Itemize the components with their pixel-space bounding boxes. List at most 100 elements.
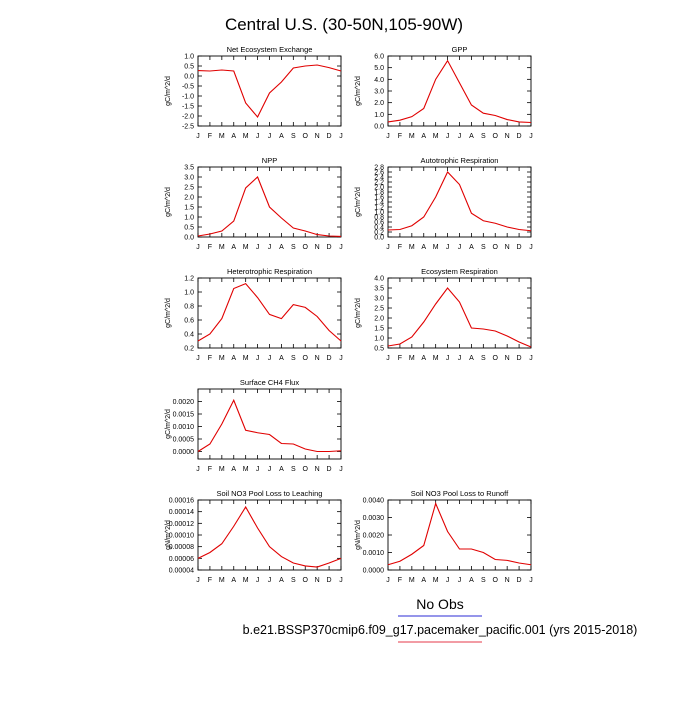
chart-2-ytick-label: 1.0	[374, 112, 384, 119]
chart-2-xtick-label: M	[433, 133, 439, 140]
chart-2-ytick-label: 6.0	[374, 54, 384, 61]
chart-6-ytick-label: 0.5	[374, 346, 384, 353]
chart-8-xtick-label: N	[315, 577, 320, 584]
chart-9-xtick-label: M	[409, 577, 415, 584]
chart-3-ylabel: gC/m^2/d	[165, 187, 172, 217]
chart-3-xtick-label: J	[268, 244, 272, 251]
chart-9-xtick-label: S	[481, 577, 486, 584]
chart-4-ytick-label: 2.0	[374, 185, 384, 192]
chart-3-xtick-label: J	[196, 244, 200, 251]
chart-1-ytick-label: -2.0	[182, 114, 194, 121]
chart-9-ytick-label: 0.0020	[363, 533, 385, 540]
chart-6-ytick-label: 2.5	[374, 306, 384, 313]
chart-1-ytick-label: -1.5	[182, 104, 194, 111]
chart-8-xtick-label: S	[291, 577, 296, 584]
chart-1-xtick-label: J	[339, 133, 343, 140]
chart-4-ytick-label: 1.4	[374, 200, 384, 207]
chart-7-ylabel: gC/m^2/d	[165, 409, 172, 439]
legend-case-label: b.e21.BSSP370cmip6.f09_g17.pacemaker_pac…	[243, 623, 638, 637]
chart-6-xtick-label: J	[529, 355, 533, 362]
chart-6-xtick-label: D	[517, 355, 522, 362]
chart-5-ytick-label: 0.2	[184, 346, 194, 353]
chart-2-ytick-label: 0.0	[374, 124, 384, 131]
chart-2-xtick-label: J	[529, 133, 533, 140]
chart-8-xtick-label: J	[196, 577, 200, 584]
chart-1-ytick-label: 1.0	[184, 54, 194, 61]
chart-9-xtick-label: O	[493, 577, 499, 584]
chart-7-xtick-label: M	[243, 466, 249, 473]
chart-6-xtick-label: A	[421, 355, 426, 362]
chart-6-ytick-label: 4.0	[374, 276, 384, 283]
chart-1-ytick-label: -2.5	[182, 124, 194, 131]
chart-1-series-line	[197, 64, 342, 118]
chart-8-xtick-label: O	[303, 577, 309, 584]
chart-2-ytick-label: 3.0	[374, 89, 384, 96]
chart-7-xtick-label: F	[208, 466, 212, 473]
chart-1-frame	[197, 55, 342, 127]
chart-2-xtick-label: N	[505, 133, 510, 140]
chart-8-xtick-label: A	[231, 577, 236, 584]
chart-5-ytick-label: 0.8	[184, 304, 194, 311]
chart-7-xtick-label: J	[339, 466, 343, 473]
chart-1-xtick-label: A	[231, 133, 236, 140]
chart-2-xtick-label: M	[409, 133, 415, 140]
chart-8-xtick-label: J	[256, 577, 260, 584]
chart-9-ylabel: gN/m^2/d	[355, 520, 362, 550]
chart-3-xtick-label: D	[327, 244, 332, 251]
chart-6-xtick-label: A	[469, 355, 474, 362]
chart-7-xtick-label: J	[196, 466, 200, 473]
chart-5-ytick-label: 1.0	[184, 290, 194, 297]
chart-9-title: Soil NO3 Pool Loss to Runoff	[411, 489, 509, 498]
chart-2-title: GPP	[452, 45, 468, 54]
chart-6-xtick-label: J	[386, 355, 390, 362]
chart-7-xtick-label: D	[327, 466, 332, 473]
chart-8-xtick-label: F	[208, 577, 212, 584]
chart-6-ylabel: gC/m^2/d	[355, 298, 362, 328]
chart-4-ytick-label: 0.2	[374, 230, 384, 237]
chart-4-ytick-label: 2.8	[374, 165, 384, 172]
chart-9-xtick-label: J	[529, 577, 533, 584]
chart-3-xtick-label: J	[339, 244, 343, 251]
chart-5-xtick-label: N	[315, 355, 320, 362]
chart-3-xtick-label: A	[279, 244, 284, 251]
chart-3-ytick-label: 0.5	[184, 225, 194, 232]
chart-4-xtick-label: J	[529, 244, 533, 251]
chart-3-xtick-label: M	[243, 244, 249, 251]
chart-7-ytick-label: 0.0000	[173, 449, 195, 456]
chart-6-xtick-label: S	[481, 355, 486, 362]
chart-8-xtick-label: M	[243, 577, 249, 584]
chart-3-ytick-label: 0.0	[184, 235, 194, 242]
chart-4-xtick-label: J	[386, 244, 390, 251]
chart-8-ytick-label: 0.00012	[169, 521, 194, 528]
chart-4-ytick-label: 0.8	[374, 215, 384, 222]
chart-1-xtick-label: N	[315, 133, 320, 140]
chart-4-xtick-label: M	[409, 244, 415, 251]
chart-8-panel: Soil NO3 Pool Loss to Leaching 0.00016 0.0…	[165, 489, 343, 584]
chart-2-ytick-label: 4.0	[374, 77, 384, 84]
chart-6-xtick-label: J	[446, 355, 450, 362]
chart-8-ylabel: gN/m^2/d	[165, 520, 172, 550]
chart-1-xtick-label: M	[219, 133, 225, 140]
figure-title: Central U.S. (30-50N,105-90W)	[225, 15, 463, 34]
chart-8-ytick-label: 0.00010	[169, 533, 194, 540]
chart-2-xtick-label: A	[469, 133, 474, 140]
chart-8-ytick-label: 0.00016	[169, 498, 194, 505]
chart-4-ytick-label: 2.2	[374, 180, 384, 187]
chart-4-xtick-label: S	[481, 244, 486, 251]
chart-8-ytick-label: 0.00014	[169, 509, 194, 516]
chart-3-xtick-label: N	[315, 244, 320, 251]
chart-7-ytick-label: 0.0010	[173, 424, 195, 431]
chart-2-xtick-label: D	[517, 133, 522, 140]
chart-1-xtick-label: S	[291, 133, 296, 140]
chart-7-xtick-label: A	[279, 466, 284, 473]
chart-4-xtick-label: A	[421, 244, 426, 251]
chart-1-ytick-label: 0.5	[184, 64, 194, 71]
chart-9-xtick-label: M	[433, 577, 439, 584]
chart-2-xtick-label: O	[493, 133, 499, 140]
chart-9-xtick-label: N	[505, 577, 510, 584]
chart-1-xtick-label: J	[268, 133, 272, 140]
chart-6-ytick-label: 1.0	[374, 336, 384, 343]
chart-8-xtick-label: J	[268, 577, 272, 584]
